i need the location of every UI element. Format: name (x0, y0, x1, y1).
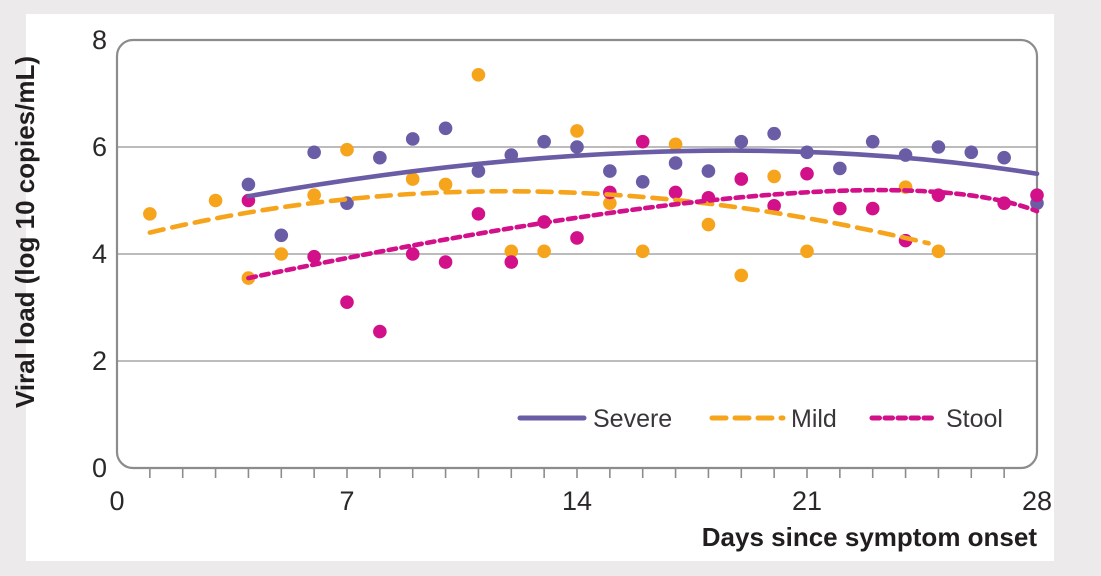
data-point-severe (734, 134, 749, 149)
data-point-stool (800, 166, 814, 181)
data-point-severe (438, 121, 453, 136)
legend: Severe Mild Stool (517, 405, 1003, 433)
series-dots-stool (241, 134, 1044, 339)
data-point-severe (865, 134, 880, 149)
data-point-mild (274, 247, 289, 261)
data-point-mild (800, 244, 814, 259)
data-point-mild (635, 244, 650, 259)
data-point-severe (635, 174, 650, 189)
y-tick-label-6: 6 (92, 132, 107, 162)
data-point-mild (931, 244, 946, 259)
plot-area: 0 7 14 21 28 0 2 4 6 8 (92, 25, 1052, 516)
data-point-mild (471, 67, 486, 82)
data-point-severe (833, 161, 847, 176)
data-point-severe (471, 164, 486, 178)
data-point-stool (373, 324, 387, 339)
x-tick-label-0: 0 (109, 486, 124, 516)
y-axis-title: Viral load (log 10 copies/mL) (10, 56, 40, 408)
data-point-severe (767, 126, 781, 141)
data-point-mild (340, 142, 354, 157)
data-point-mild (537, 244, 551, 259)
trend-line-mild (147, 188, 931, 246)
trend-line-stool (246, 187, 1040, 281)
series-dots-mild (143, 67, 946, 285)
data-point-severe (405, 132, 420, 146)
data-point-stool (570, 231, 584, 245)
x-tick-label-28: 28 (1022, 486, 1052, 516)
data-point-severe (241, 177, 256, 192)
x-axis-title: Days since symptom onset (702, 522, 1038, 552)
data-point-stool (668, 185, 683, 200)
data-point-stool (635, 134, 650, 149)
y-tick-label-0: 0 (92, 453, 107, 483)
data-point-stool (865, 201, 880, 216)
data-point-severe (964, 145, 979, 160)
x-tick-label-14: 14 (562, 486, 592, 516)
data-point-stool (438, 255, 453, 269)
data-point-severe (603, 164, 617, 178)
data-point-mild (143, 207, 157, 221)
data-point-stool (767, 199, 781, 213)
data-point-mild (504, 244, 519, 259)
data-point-mild (208, 193, 223, 208)
data-point-severe (537, 134, 551, 149)
legend-label-stool: Stool (946, 405, 1003, 433)
data-point-severe (570, 140, 584, 154)
y-tick-label-8: 8 (92, 25, 107, 55)
data-point-stool (307, 249, 321, 264)
trend-line-severe (246, 148, 1040, 199)
data-point-mild (668, 137, 683, 152)
data-point-mild (701, 217, 716, 232)
data-point-severe (668, 156, 683, 170)
data-point-stool (504, 255, 519, 269)
data-point-severe (307, 145, 321, 160)
x-tick-label-7: 7 (339, 486, 354, 516)
x-tick-label-21: 21 (792, 486, 822, 516)
data-point-stool (340, 295, 354, 309)
data-point-stool (734, 172, 749, 186)
data-point-stool (833, 201, 847, 216)
legend-label-severe: Severe (593, 405, 672, 433)
data-point-severe (274, 228, 289, 243)
data-point-mild (767, 169, 781, 184)
data-point-stool (471, 207, 486, 221)
chart-card (26, 14, 1054, 561)
y-tick-label-4: 4 (92, 239, 107, 269)
data-point-severe (931, 140, 946, 154)
data-point-severe (997, 150, 1011, 165)
data-point-stool (405, 247, 420, 261)
data-point-mild (570, 124, 584, 138)
plot-frame (115, 38, 1039, 470)
data-point-mild (438, 177, 453, 192)
legend-label-mild: Mild (791, 405, 837, 433)
data-point-mild (603, 196, 617, 210)
data-point-mild (734, 268, 749, 283)
y-tick-label-2: 2 (92, 346, 107, 376)
data-point-mild (307, 188, 321, 202)
data-point-severe (701, 164, 716, 178)
data-point-severe (373, 150, 387, 165)
data-point-stool (1030, 188, 1044, 202)
data-point-mild (405, 172, 420, 186)
